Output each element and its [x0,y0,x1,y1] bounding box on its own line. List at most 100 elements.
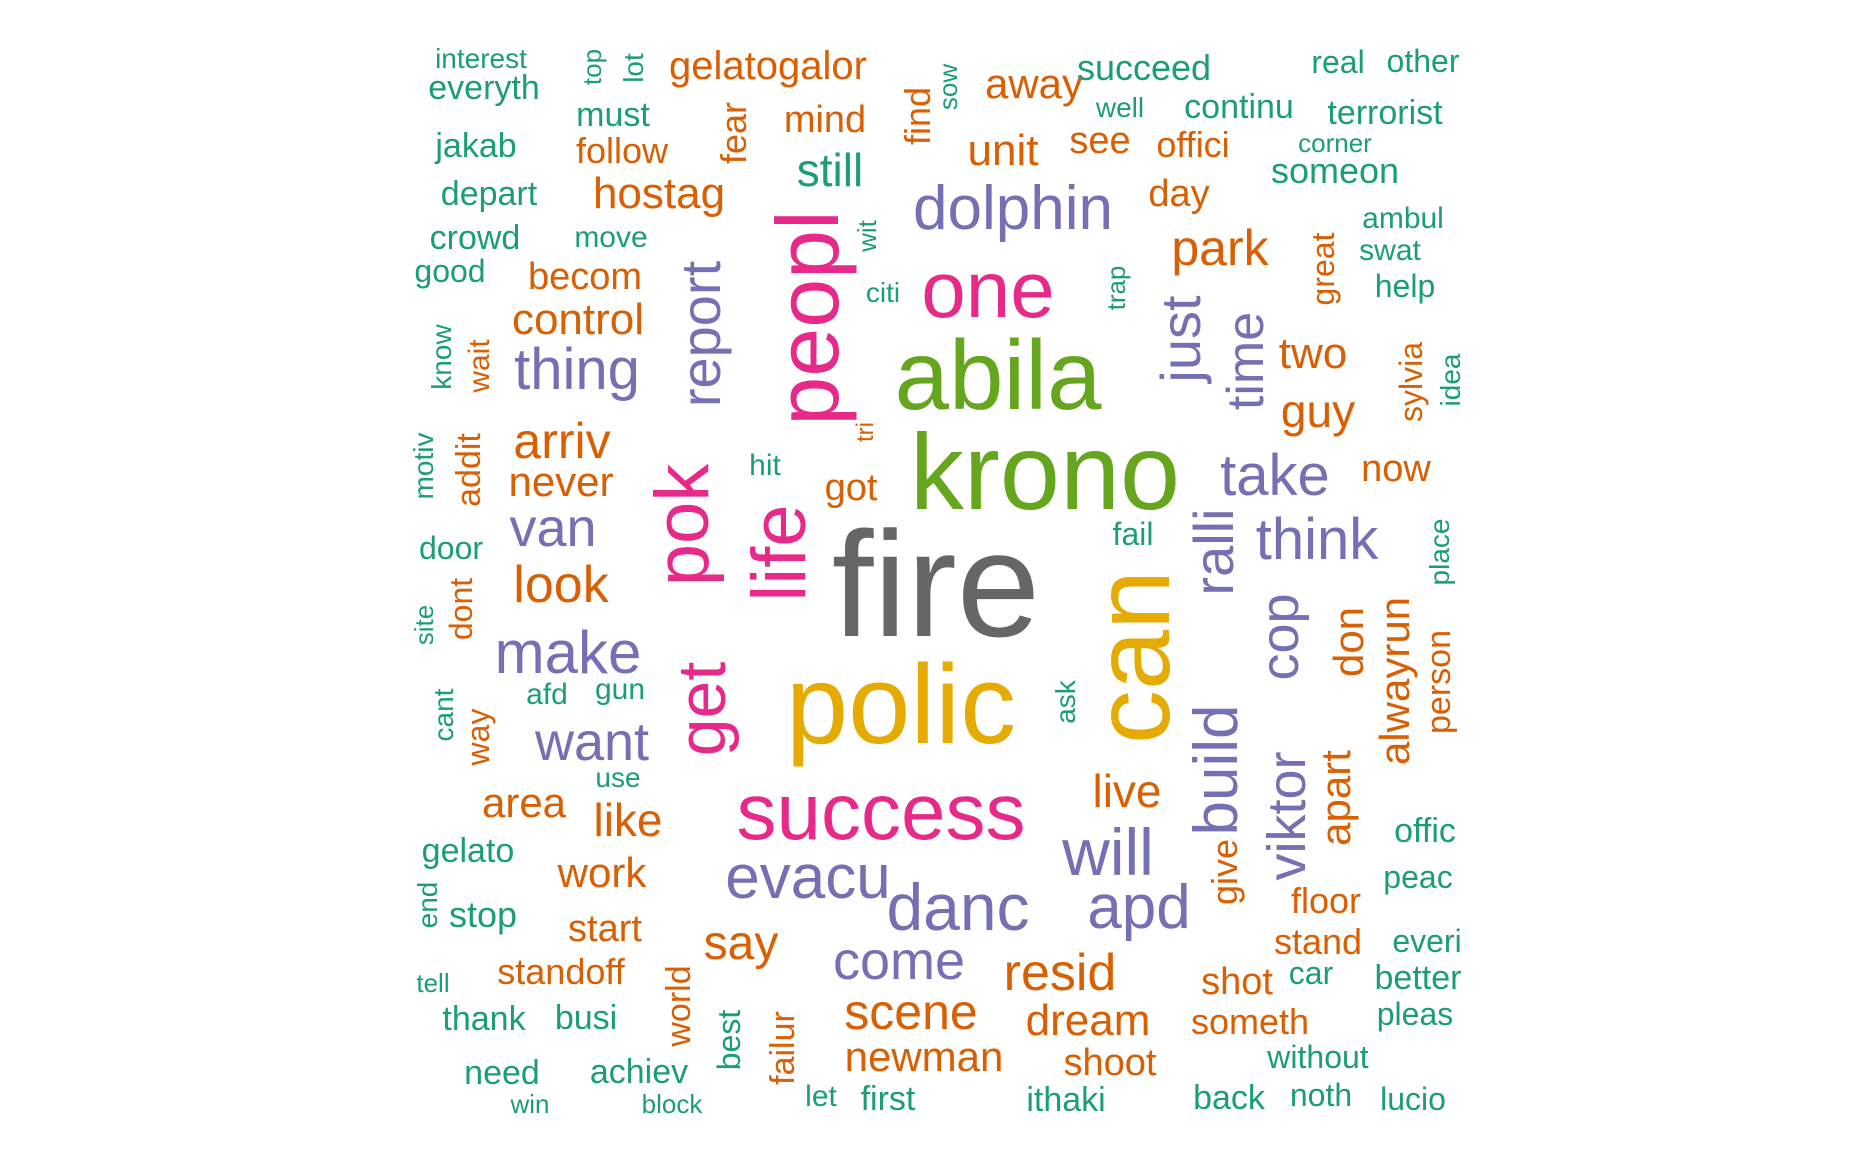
word-danc: danc [886,870,1030,944]
word-follow: follow [575,130,669,171]
word-site: site [409,604,439,646]
word-ask: ask [1050,680,1081,724]
word-apd: apd [1087,873,1191,942]
word-sow: sow [933,63,963,111]
word-corner: corner [1298,128,1372,158]
word-don: don [1325,606,1372,678]
word-guy: guy [1280,385,1356,437]
word-car: car [1288,955,1334,991]
word-control: control [511,295,645,344]
word-find: find [897,86,938,146]
word-swat: swat [1359,234,1421,267]
word-fear: fear [713,101,754,165]
word-newman: newman [844,1033,1004,1080]
word-addit: addit [450,433,488,507]
word-door: door [418,530,484,566]
word-viktor: viktor [1257,751,1317,881]
word-still: still [796,144,864,196]
word-motiv: motiv [408,432,439,500]
word-crowd: crowd [429,219,521,257]
word-gelato: gelato [421,832,515,870]
word-give: give [1204,838,1245,906]
word-unit: unit [967,126,1039,175]
word-move: move [574,221,648,254]
word-ambul: ambul [1362,202,1444,235]
word-abila: abila [894,320,1102,430]
word-world: world [660,965,698,1047]
word-first: first [860,1080,916,1118]
word-top: top [577,48,607,86]
word-arriv: arriv [513,413,611,469]
word-krono: krono [909,411,1181,532]
word-trap: trap [1101,265,1131,311]
word-real: real [1311,44,1365,80]
word-tri: tri [852,422,879,442]
word-great: great [1305,232,1341,306]
word-must: must [576,96,650,134]
word-polic: polic [785,642,1017,767]
word-succeed: succeed [1076,47,1212,88]
word-make: make [494,619,642,686]
word-sylvia: sylvia [1393,341,1429,423]
word-lucio: lucio [1380,1081,1446,1117]
word-standoff: standoff [497,951,625,992]
word-got: got [824,467,878,509]
word-time: time [1217,311,1275,411]
word-becom: becom [527,256,643,298]
word-stand: stand [1273,921,1363,962]
word-know: know [426,324,457,390]
word-stop: stop [448,894,518,935]
word-well: well [1095,92,1145,123]
word-let: let [805,1080,837,1113]
word-fire: fire [831,500,1041,668]
word-best: best [711,1009,747,1071]
word-offic: offic [1394,812,1456,850]
word-thank: thank [442,1000,526,1038]
word-hit: hit [749,449,781,482]
word-interest: interest [435,43,527,74]
word-wait: wait [463,339,496,393]
word-lot: lot [618,53,649,83]
word-use: use [595,762,641,793]
word-dream: dream [1025,996,1151,1045]
word-mind: mind [783,99,867,141]
word-report: report [669,260,732,408]
word-gelatogalor: gelatogalor [669,44,867,88]
word-see: see [1069,120,1131,162]
word-achiev: achiev [589,1053,689,1091]
word-wit: wit [852,220,882,252]
word-back: back [1193,1079,1265,1117]
word-hostag: hostag [592,169,726,218]
word-everi: everi [1392,923,1462,959]
word-evacu: evacu [725,843,891,912]
word-other: other [1386,43,1460,79]
word-just: just [1149,295,1212,383]
word-come: come [832,931,966,991]
word-continu: continu [1184,88,1294,126]
word-shot: shot [1201,961,1273,1003]
word-win: win [510,1089,550,1119]
word-pleas: pleas [1376,996,1454,1032]
word-good: good [414,253,486,289]
word-terrorist: terrorist [1327,94,1443,132]
word-live: live [1092,765,1162,817]
word-think: think [1255,507,1379,572]
word-pok: pok [640,463,725,587]
word-day: day [1148,173,1210,215]
word-better: better [1374,959,1462,997]
word-like: like [593,794,663,846]
word-offici: offici [1156,124,1230,165]
word-idea: idea [1435,353,1466,407]
word-say: say [703,917,779,970]
word-success: success [736,767,1026,856]
word-apart: apart [1312,750,1359,846]
word-will: will [1062,815,1154,889]
word-dolphin: dolphin [913,174,1113,243]
word-cant: cant [428,688,459,742]
word-ralli: ralli [1182,508,1245,596]
word-tell: tell [416,968,450,998]
word-everyth: everyth [428,69,540,107]
word-get: get [664,661,740,757]
word-noth: noth [1289,1077,1353,1113]
word-busi: busi [554,999,618,1037]
